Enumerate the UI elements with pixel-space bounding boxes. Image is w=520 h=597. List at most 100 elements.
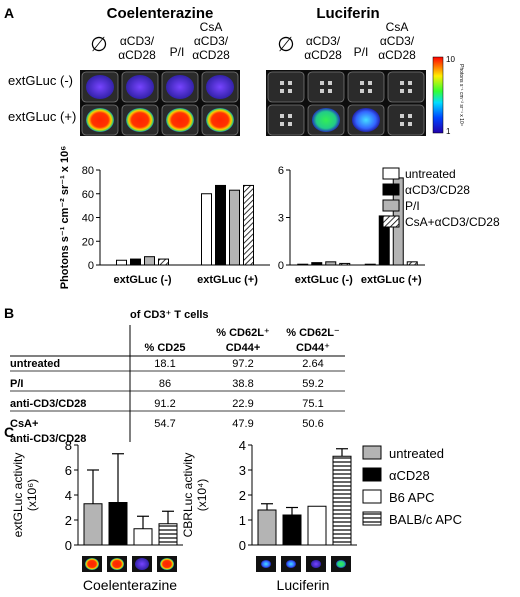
panel-a-letter: A: [4, 5, 14, 21]
colorbar-max: 10: [446, 55, 455, 64]
y-axis-unit: (x10⁴): [195, 479, 209, 512]
legend-swatch: [362, 511, 382, 526]
legend-swatch: [382, 215, 400, 228]
thumbnail-signal: [261, 560, 271, 568]
bar: [116, 259, 127, 266]
y-axis-unit: (x10⁶): [25, 479, 39, 511]
bar: [297, 263, 309, 266]
bar: [364, 263, 376, 266]
table-col-cd62l-neg: % CD62L⁻: [286, 327, 340, 339]
thumbnail-signal: [286, 560, 296, 568]
y-tick-label: 20: [82, 236, 94, 248]
well-marker: [288, 89, 292, 93]
bar: [144, 256, 155, 266]
bar: [325, 261, 337, 266]
table-col-cd25: % CD25: [145, 342, 186, 354]
colorbar-min: 1: [446, 127, 451, 136]
bar: [158, 258, 169, 266]
table-row-label: anti-CD3/CD28: [10, 433, 86, 445]
legend-label: untreated: [389, 446, 444, 461]
y-tick-label: 3: [278, 213, 284, 225]
bar: [243, 184, 254, 266]
table-cell: 22.9: [232, 398, 253, 410]
legend-label: αCD28: [389, 468, 430, 483]
bar: [133, 528, 153, 546]
legend-label: P/I: [405, 199, 420, 213]
table-col-cd44-neg: CD44⁺: [296, 342, 330, 354]
well-signal: [166, 108, 194, 132]
table-cell: 59.2: [302, 378, 323, 390]
condition-csa-left: CsA: [200, 20, 223, 34]
x-category-label: extGLuc (-): [295, 274, 353, 286]
well-signal: [86, 108, 114, 132]
legend-label: CsA+αCD3/CD28: [405, 215, 500, 229]
condition-acd3-right: αCD3/: [306, 34, 341, 48]
c-left-xlabel: Coelenterazine: [83, 577, 177, 593]
well: [307, 71, 345, 103]
thumbnail-signal: [311, 560, 321, 568]
bar: [307, 505, 327, 546]
well: [387, 104, 425, 136]
bar: [229, 189, 240, 266]
well-marker: [320, 89, 324, 93]
panel-c-letter: C: [4, 424, 14, 440]
x-category-label: extGLuc (-): [113, 274, 171, 286]
bar: [406, 261, 418, 266]
well-marker: [288, 81, 292, 85]
y-axis-label: extGLuc activity: [11, 453, 25, 538]
well-signal: [312, 108, 340, 132]
well-marker: [400, 114, 404, 118]
legend-swatch: [382, 199, 400, 212]
table-col-cd62l-pos: % CD62L⁺: [216, 327, 270, 339]
luciferin-title: Luciferin: [316, 5, 379, 22]
bar: [108, 502, 128, 546]
well-image-plate-left: [80, 70, 240, 136]
well-marker: [408, 81, 412, 85]
panel-b-letter: B: [4, 305, 14, 321]
condition-acd28-left: αCD28: [118, 48, 156, 62]
table-cell: 50.6: [302, 418, 323, 430]
thumbnails-c: [82, 556, 351, 572]
well-signal: [206, 75, 234, 99]
y-tick-label: 4: [239, 438, 246, 453]
legend-swatch: [382, 183, 400, 196]
bar: [339, 262, 351, 266]
well-marker: [328, 89, 332, 93]
chart-a-right: 0 3 6 extGLuc (-) extGLuc (+): [278, 165, 425, 286]
y-tick-label: 0: [88, 260, 94, 272]
bar: [282, 514, 302, 546]
well: [267, 71, 305, 103]
condition-acd28-right: αCD28: [304, 48, 342, 62]
well-marker: [280, 81, 284, 85]
y-tick-label: 2: [239, 488, 246, 503]
condition-none-right: ∅: [277, 34, 294, 56]
bar: [158, 523, 178, 546]
y-tick-label: 0: [239, 538, 246, 553]
table-cell: 2.64: [302, 358, 323, 370]
well-marker: [400, 122, 404, 126]
well-marker: [400, 81, 404, 85]
table-cell: 91.2: [154, 398, 175, 410]
chart-a-left: 0 20 40 60 80 extGLuc (-) extGLuc (+) Photons s…: [59, 146, 270, 289]
table-cell: 97.2: [232, 358, 253, 370]
well-signal: [86, 75, 114, 99]
table-row-label: untreated: [10, 358, 60, 370]
well-marker: [368, 81, 372, 85]
table-cell: 75.1: [302, 398, 323, 410]
chart-c-left: 0 2 4 6 8 extGLuc activity (x10⁶): [11, 438, 183, 553]
y-tick-label: 60: [82, 189, 94, 201]
row-label-extgluc-neg: extGLuc (-): [8, 73, 73, 88]
well-marker: [288, 114, 292, 118]
legend-swatch: [382, 167, 400, 180]
table-row-label: anti-CD3/CD28: [10, 398, 86, 410]
legend-label: B6 APC: [389, 490, 435, 505]
condition-csa-acd3-right: αCD3/: [380, 34, 415, 48]
table-cell: 54.7: [154, 418, 175, 430]
well-signal: [126, 75, 154, 99]
well-marker: [280, 122, 284, 126]
y-tick-label: 0: [65, 538, 72, 553]
x-category-label: extGLuc (+): [361, 274, 422, 286]
condition-csa-right: CsA: [386, 20, 409, 34]
y-tick-label: 0: [278, 260, 284, 272]
thumbnail-signal: [85, 558, 99, 570]
